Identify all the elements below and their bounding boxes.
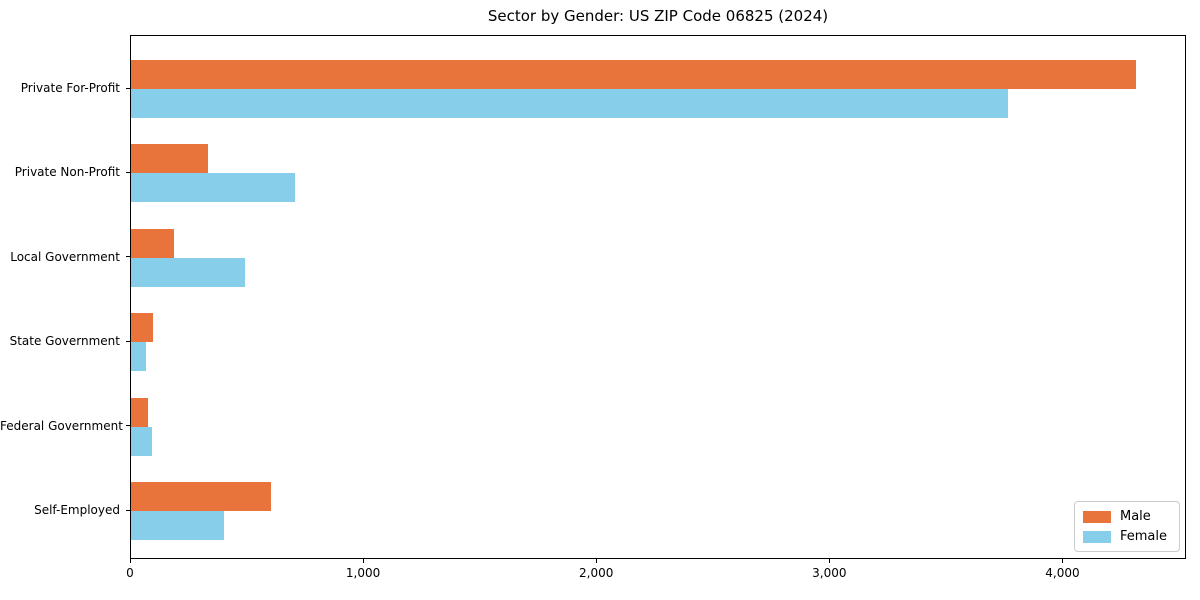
bar-female-state-government	[131, 342, 147, 372]
y-tick-label-state-government: State Government	[9, 334, 120, 349]
bar-female-federal-government	[131, 426, 152, 456]
legend: Male Female	[1073, 501, 1180, 552]
bar-male-private-non-profit	[131, 144, 208, 174]
y-tick-mark-self-employed	[126, 509, 130, 511]
y-tick-mark-state-government	[126, 340, 130, 342]
legend-label-female: Female	[1119, 529, 1167, 544]
plot-area: Male Female	[130, 35, 1186, 559]
x-tick-label-3000: 3,000	[812, 566, 847, 580]
x-tick-label-4000: 4,000	[1045, 566, 1080, 580]
y-tick-label-local-government: Local Government	[10, 249, 120, 264]
legend-entry-male: Male	[1082, 509, 1167, 524]
bar-female-self-employed	[131, 511, 225, 540]
y-tick-label-self-employed: Self-Employed	[34, 503, 120, 517]
x-tick-mark-1000	[362, 559, 364, 563]
x-tick-label-0: 0	[126, 566, 134, 580]
legend-label-male: Male	[1119, 509, 1151, 524]
legend-entry-female: Female	[1082, 529, 1167, 544]
legend-swatch-male	[1082, 510, 1111, 523]
x-tick-mark-4000	[1061, 559, 1064, 563]
x-tick-mark-0	[129, 559, 131, 563]
y-tick-mark-federal-government	[126, 425, 130, 427]
y-tick-mark-local-government	[126, 256, 130, 258]
y-tick-label-federal-government: Federal Government	[0, 418, 123, 433]
bar-male-state-government	[131, 313, 154, 343]
y-tick-mark-private-for-profit	[126, 87, 130, 89]
x-tick-mark-2000	[595, 559, 597, 563]
chart-title: Sector by Gender: US ZIP Code 06825 (202…	[487, 7, 829, 25]
y-tick-mark-private-non-profit	[126, 171, 130, 174]
bar-male-local-government	[131, 228, 175, 258]
bar-female-private-non-profit	[131, 173, 296, 203]
x-tick-label-2000: 2,000	[579, 566, 614, 580]
y-tick-label-private-non-profit: Private Non-Profit	[14, 165, 120, 180]
bar-male-private-for-profit	[131, 60, 1136, 89]
bar-male-self-employed	[131, 482, 271, 511]
bar-male-federal-government	[131, 397, 149, 427]
legend-swatch-female	[1082, 530, 1111, 543]
x-tick-label-1000: 1,000	[345, 566, 381, 580]
x-tick-mark-3000	[828, 559, 831, 563]
y-tick-label-private-for-profit: Private For-Profit	[20, 81, 120, 95]
bar-female-local-government	[131, 257, 246, 287]
bar-female-private-for-profit	[131, 89, 1008, 118]
